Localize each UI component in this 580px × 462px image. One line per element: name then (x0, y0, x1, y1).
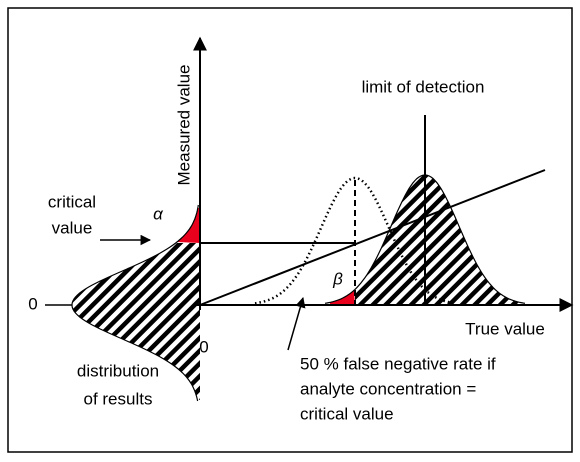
beta-label: β (332, 269, 343, 288)
beta-area (330, 290, 355, 305)
lod-label: limit of detection (362, 77, 485, 96)
distribution-hatch (72, 243, 200, 400)
shapes (71, 174, 526, 402)
zero-bottom: 0 (199, 337, 208, 356)
distribution-label: of results (84, 389, 153, 408)
false-negative-text: 50 % false negative rate if (300, 354, 496, 373)
alpha-area (177, 208, 200, 243)
alpha-label: α (153, 204, 164, 223)
distribution-curve (71, 204, 199, 402)
zero-left: 0 (28, 294, 37, 313)
distribution-label: distribution (77, 361, 159, 380)
y-axis-label: Measured value (174, 65, 193, 186)
critical-label: critical (48, 192, 96, 211)
frame (7, 7, 573, 453)
hatched-area (355, 175, 520, 305)
beta-arrow (287, 296, 306, 351)
false-negative-text: analyte concentration = (300, 379, 476, 398)
false-negative-text: critical value (300, 404, 394, 423)
critical-label: value (52, 218, 93, 237)
critical-curve (254, 176, 456, 305)
calibration-line (199, 169, 546, 306)
x-axis-label: True value (465, 319, 545, 338)
